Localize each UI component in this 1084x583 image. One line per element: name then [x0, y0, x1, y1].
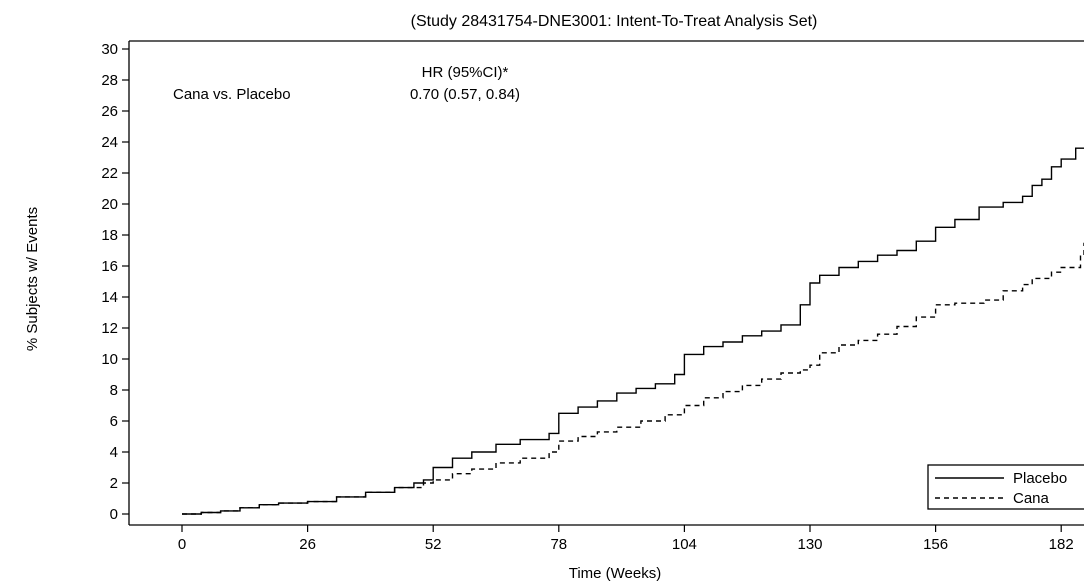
x-tick-label: 104 [672, 536, 697, 553]
legend: Placebo Cana [927, 464, 1084, 510]
legend-label-cana: Cana [1013, 490, 1050, 507]
x-tick-label: 78 [550, 536, 567, 553]
y-axis-label: % Subjects w/ Events [24, 207, 41, 351]
y-tick-label: 0 [110, 506, 118, 523]
hr-comparison: Cana vs. Placebo [173, 86, 291, 103]
legend-label-placebo: Placebo [1013, 470, 1067, 487]
y-tick-label: 6 [110, 413, 118, 430]
x-tick-label: 52 [425, 536, 442, 553]
x-tick-label: 130 [797, 536, 822, 553]
x-tick-label: 26 [299, 536, 316, 553]
hr-header: HR (95%CI)* [422, 64, 509, 81]
y-tick-label: 28 [101, 72, 118, 89]
series-line-placebo [182, 147, 1084, 515]
y-tick-label: 10 [101, 351, 118, 368]
y-tick-label: 26 [101, 103, 118, 120]
hr-value: 0.70 (0.57, 0.84) [410, 86, 520, 103]
y-tick-label: 18 [101, 227, 118, 244]
series-line-cana [182, 242, 1084, 515]
x-tick-label: 0 [178, 536, 186, 553]
hazard-ratio-annotation: HR (95%CI)* Cana vs. Placebo 0.70 (0.57,… [173, 64, 520, 103]
y-tick-label: 20 [101, 196, 118, 213]
x-axis: 0 26 52 78 104 130 156 182 [178, 525, 1074, 553]
chart-title: (Study 28431754-DNE3001: Intent-To-Treat… [411, 13, 818, 30]
y-tick-label: 24 [101, 134, 118, 151]
y-tick-label: 8 [110, 382, 118, 399]
legend-box [927, 464, 1084, 510]
x-tick-label: 182 [1049, 536, 1074, 553]
y-tick-label: 14 [101, 289, 118, 306]
y-tick-label: 12 [101, 320, 118, 337]
series-layer [182, 147, 1084, 515]
y-tick-label: 30 [101, 41, 118, 58]
y-tick-label: 4 [110, 444, 118, 461]
y-tick-label: 2 [110, 475, 118, 492]
y-tick-label: 22 [101, 165, 118, 182]
x-axis-label: Time (Weeks) [569, 565, 662, 582]
x-tick-label: 156 [923, 536, 948, 553]
y-tick-label: 16 [101, 258, 118, 275]
